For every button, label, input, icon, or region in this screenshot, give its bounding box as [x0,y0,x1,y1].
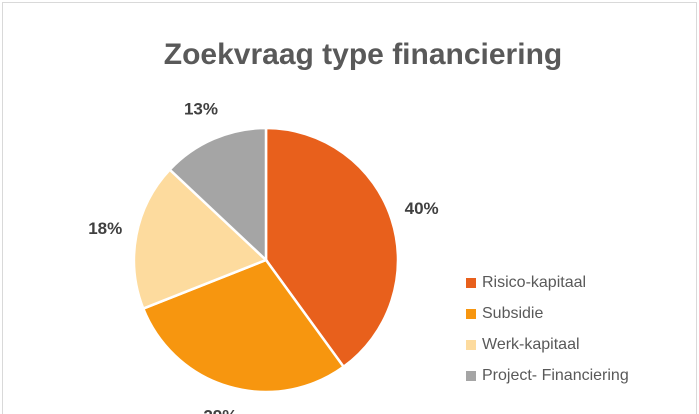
pie-slice [132,167,269,311]
legend-swatch [466,340,476,350]
legend-swatch [466,278,476,288]
legend-label: Risico-kapitaal [482,274,586,291]
legend-label: Subsidie [482,305,543,322]
data-label: 18% [88,219,122,238]
legend-label: Werk-kapitaal [482,336,580,353]
pie-slice [141,258,346,394]
pie-slice [264,126,400,369]
data-label: 40% [405,199,439,218]
pie-slice [168,126,268,263]
data-label: 29% [203,407,237,414]
legend-swatch [466,309,476,319]
data-label: 13% [184,99,218,118]
chart-title: Zoekvraag type financiering [164,38,562,71]
legend-label: Project- Financiering [482,367,629,384]
legend-swatch [466,371,476,381]
